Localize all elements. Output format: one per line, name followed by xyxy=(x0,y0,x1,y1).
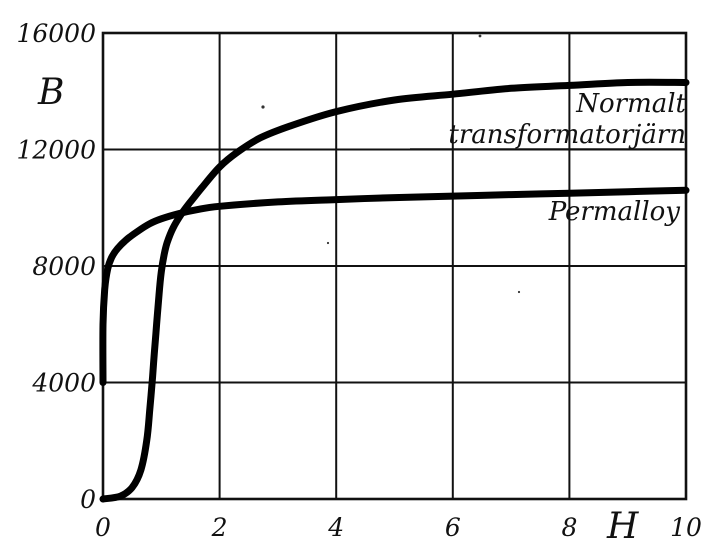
y-axis-label: B xyxy=(37,72,64,113)
scan-speck xyxy=(261,105,265,109)
x-tick-label: 6 xyxy=(445,513,461,542)
scan-speck xyxy=(517,290,521,294)
series-label-normalt-line2: transformatorjärn xyxy=(448,120,686,150)
series-layer xyxy=(99,78,690,503)
series-line-normalt-transformatorjarn xyxy=(99,78,690,503)
tick-labels: 0 2 4 6 8 10 0 4000 8000 12000 16000 xyxy=(16,19,702,542)
y-tick-label: 16000 xyxy=(16,19,96,48)
scan-speck xyxy=(326,241,330,245)
y-tick-label: 8000 xyxy=(32,252,96,281)
x-tick-label: 10 xyxy=(670,513,702,542)
x-tick-label: 8 xyxy=(561,513,577,542)
y-tick-label: 12000 xyxy=(16,136,96,165)
y-tick-label: 0 xyxy=(80,485,96,514)
x-tick-label: 0 xyxy=(95,513,111,542)
y-tick-label: 4000 xyxy=(31,369,96,398)
scan-speck xyxy=(478,34,482,38)
series-label-permalloy: Permalloy xyxy=(548,197,681,227)
x-tick-label: 4 xyxy=(327,513,344,542)
x-tick-label: 2 xyxy=(211,513,228,542)
series-line-permalloy xyxy=(99,186,690,386)
series-label-normalt-line1: Normalt xyxy=(575,89,686,119)
plot-frame xyxy=(101,31,688,501)
x-axis-label: H xyxy=(606,506,639,546)
